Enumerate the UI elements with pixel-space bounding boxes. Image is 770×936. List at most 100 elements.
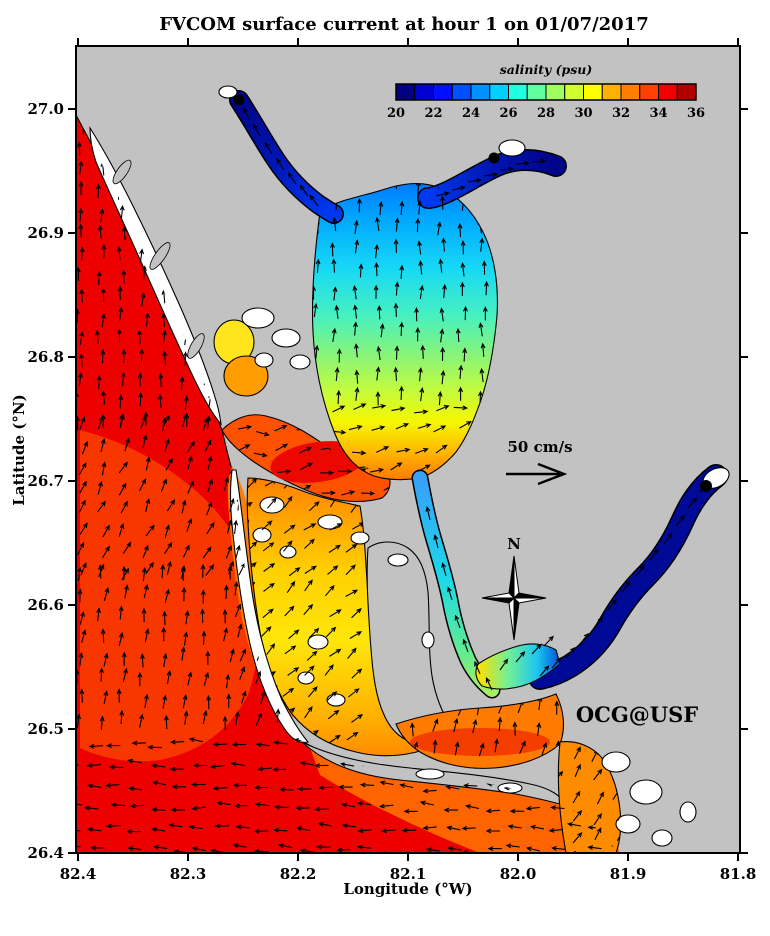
vector-region	[77, 413, 238, 581]
current-arrow	[587, 845, 602, 850]
current-arrow	[182, 694, 188, 709]
current-arrow	[376, 305, 382, 320]
current-arrow	[338, 784, 353, 790]
cape-haze-flats	[254, 352, 274, 368]
current-arrow	[77, 541, 85, 555]
current-arrow	[207, 455, 213, 470]
current-arrow	[332, 405, 346, 413]
current-arrow	[164, 524, 170, 539]
current-arrow	[76, 713, 82, 728]
y-tick-label: 26.6	[27, 596, 64, 614]
current-arrow	[458, 364, 464, 379]
colorbar-tick-label: 22	[424, 106, 442, 121]
current-arrow	[79, 331, 85, 346]
current-arrow	[415, 327, 421, 342]
current-arrow	[260, 690, 266, 705]
current-arrow	[309, 194, 319, 207]
current-arrow	[288, 629, 300, 640]
current-arrow	[326, 690, 338, 702]
current-arrow	[202, 546, 212, 559]
current-arrow	[102, 524, 110, 538]
current-arrow	[101, 313, 106, 328]
estero-flats	[679, 801, 697, 823]
current-arrow	[699, 481, 711, 493]
current-arrow	[375, 391, 381, 406]
current-arrow	[273, 827, 288, 833]
current-arrow	[341, 802, 356, 808]
current-arrow	[79, 522, 88, 535]
current-arrow	[151, 827, 166, 833]
x-tick-label: 82.1	[390, 865, 427, 883]
current-arrow	[353, 403, 367, 411]
current-arrow	[300, 462, 314, 471]
current-arrow	[96, 607, 102, 622]
current-arrow	[395, 423, 410, 430]
current-arrow	[446, 825, 461, 831]
current-arrow	[102, 545, 110, 559]
current-arrow	[225, 545, 232, 559]
current-arrow	[124, 437, 130, 452]
current-arrow	[403, 808, 418, 814]
current-arrow	[393, 183, 399, 189]
current-arrow	[119, 413, 125, 428]
current-arrow	[574, 763, 581, 778]
current-arrow	[97, 224, 103, 239]
current-arrow	[100, 348, 106, 364]
current-arrow	[413, 307, 419, 322]
current-arrow	[139, 713, 144, 728]
y-tick-label: 26.9	[27, 224, 64, 242]
current-arrow	[394, 345, 400, 360]
current-arrow	[145, 498, 151, 513]
current-arrow	[515, 160, 531, 166]
current-arrow	[79, 416, 86, 430]
current-arrow	[110, 802, 126, 808]
current-arrow	[122, 667, 128, 682]
current-arrow	[200, 589, 206, 604]
current-arrow	[525, 846, 541, 852]
current-arrow	[596, 791, 604, 805]
pine-island-flats	[421, 631, 435, 649]
current-arrow	[346, 731, 359, 741]
current-arrow	[78, 180, 84, 196]
myakka-river	[229, 90, 344, 224]
current-arrow	[329, 523, 343, 531]
current-arrow	[317, 821, 332, 827]
current-arrow	[499, 658, 509, 671]
current-arrow	[118, 306, 124, 321]
current-arrow	[572, 832, 583, 844]
current-arrow	[436, 221, 442, 236]
current-arrow	[179, 376, 185, 391]
current-arrow	[79, 353, 84, 368]
current-arrow	[118, 522, 125, 537]
current-arrow	[282, 687, 295, 697]
current-arrow	[78, 207, 84, 222]
current-arrow	[84, 805, 99, 811]
sound-islet	[297, 671, 315, 685]
current-arrow	[422, 825, 437, 831]
current-arrow	[79, 480, 87, 494]
current-arrow	[263, 582, 275, 592]
estero-flats	[629, 779, 663, 805]
channel-vectors-matlacha	[425, 506, 493, 691]
current-arrow	[378, 200, 384, 216]
current-arrow	[171, 784, 187, 790]
x-tick-label: 82.4	[60, 865, 97, 883]
current-arrow	[168, 822, 183, 828]
current-arrow	[161, 312, 166, 327]
current-arrow	[432, 739, 438, 754]
current-arrow	[334, 366, 340, 382]
current-arrow	[137, 329, 143, 344]
current-arrow	[279, 787, 294, 792]
current-arrow	[100, 287, 106, 302]
current-arrow	[140, 653, 145, 668]
x-tick-label: 81.8	[720, 865, 757, 883]
current-arrow	[284, 645, 297, 655]
current-arrow	[454, 614, 461, 629]
current-arrow	[356, 801, 371, 806]
coastal-orange-band	[227, 466, 306, 719]
current-arrow	[354, 386, 360, 401]
current-arrow	[379, 323, 385, 338]
water-map	[75, 85, 730, 854]
current-arrow	[162, 610, 168, 626]
current-arrow	[353, 343, 359, 358]
